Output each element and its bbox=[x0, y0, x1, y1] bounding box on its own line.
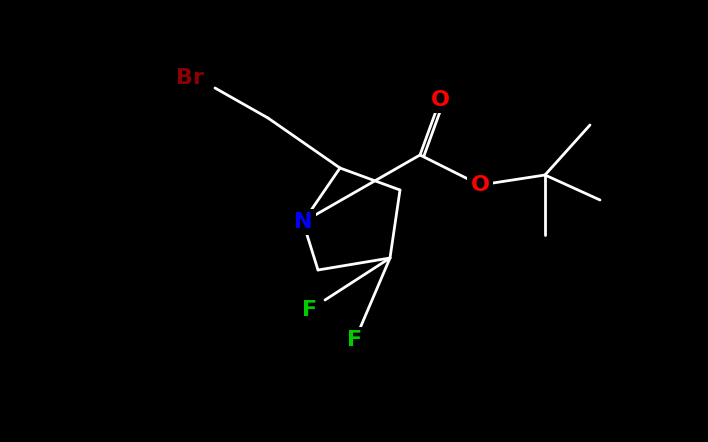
Text: O: O bbox=[430, 90, 450, 110]
Text: N: N bbox=[294, 212, 312, 232]
Text: F: F bbox=[302, 300, 318, 320]
Text: O: O bbox=[471, 175, 489, 195]
Text: F: F bbox=[348, 330, 362, 350]
Text: Br: Br bbox=[176, 68, 204, 88]
